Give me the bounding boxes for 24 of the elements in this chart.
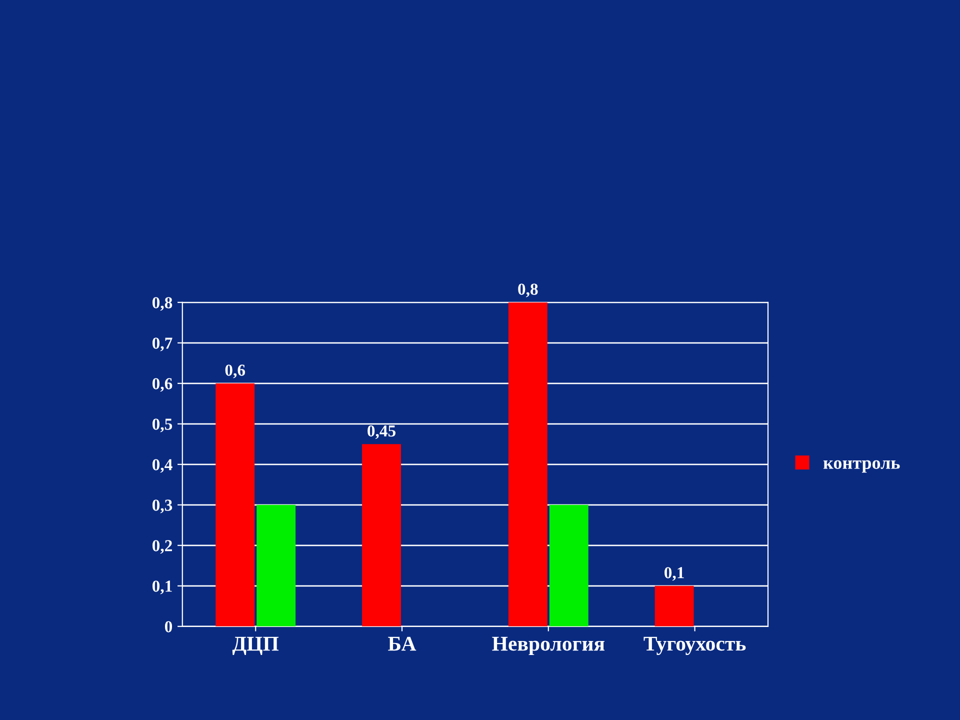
y-tick-label: 0,5 xyxy=(152,418,172,432)
y-tick-label: 0,8 xyxy=(152,297,172,311)
bar xyxy=(362,444,401,626)
bar xyxy=(549,504,588,626)
data-label: 0,6 xyxy=(225,364,246,378)
y-tick-label: 0,4 xyxy=(152,459,172,473)
y-tick-label: 0,7 xyxy=(152,338,172,352)
bar xyxy=(216,383,255,626)
bar xyxy=(654,586,694,626)
data-label: 0,1 xyxy=(664,567,684,581)
legend-label: контроль xyxy=(823,460,900,473)
y-tick-label: 0 xyxy=(164,621,172,632)
data-label: 0,45 xyxy=(368,425,396,440)
x-tick-label: ДЦП xyxy=(232,636,279,656)
y-tick-label: 0,6 xyxy=(152,378,172,392)
x-tick-label: Неврология xyxy=(492,636,604,656)
y-tick-label: 0,2 xyxy=(152,540,172,554)
x-tick-label: БА xyxy=(388,636,416,651)
bar xyxy=(256,504,296,626)
x-tick-label: Тугоухость xyxy=(644,636,746,656)
y-tick-label: 0,1 xyxy=(152,580,172,594)
bar xyxy=(508,302,548,626)
y-tick-label: 0,3 xyxy=(152,500,172,514)
data-label: 0,8 xyxy=(518,284,538,298)
